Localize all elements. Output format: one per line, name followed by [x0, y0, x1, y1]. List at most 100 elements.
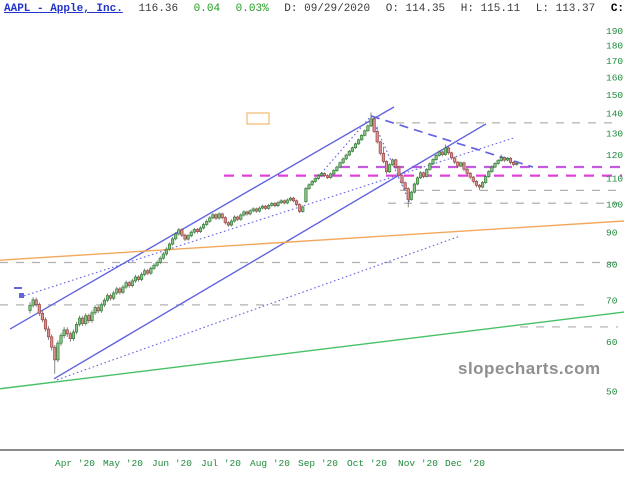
candle-down[interactable] — [50, 336, 54, 348]
candle-down[interactable] — [384, 161, 389, 173]
candle-down[interactable] — [471, 176, 475, 182]
candle-up[interactable] — [189, 231, 193, 237]
candle-up[interactable] — [208, 217, 212, 222]
candle-up[interactable] — [388, 164, 392, 173]
candle-down[interactable] — [180, 229, 184, 236]
candle-up[interactable] — [288, 197, 292, 201]
candle-up[interactable] — [211, 214, 215, 219]
candle-down[interactable] — [146, 270, 150, 274]
candle-up[interactable] — [167, 243, 172, 250]
trendline-channel-lower[interactable] — [53, 123, 487, 380]
candle-up[interactable] — [363, 130, 367, 136]
candle-up[interactable] — [313, 178, 317, 182]
candle-up[interactable] — [329, 173, 333, 178]
candle-up[interactable] — [428, 163, 432, 170]
candle-up[interactable] — [174, 233, 178, 240]
candle-up[interactable] — [112, 292, 116, 299]
candle-up[interactable] — [437, 151, 441, 156]
candle-up[interactable] — [242, 211, 246, 216]
candle-up[interactable] — [121, 286, 125, 293]
candle-down[interactable] — [397, 166, 401, 176]
candle-up[interactable] — [205, 220, 209, 225]
candle-up[interactable] — [431, 159, 435, 165]
candle-up[interactable] — [192, 229, 196, 233]
candle-up[interactable] — [149, 267, 153, 274]
candle-down[interactable] — [378, 141, 382, 154]
candle-up[interactable] — [335, 166, 339, 171]
candle-up[interactable] — [391, 159, 395, 166]
candle-down[interactable] — [109, 295, 113, 299]
candle-down[interactable] — [40, 312, 44, 321]
candle-up[interactable] — [493, 163, 497, 168]
candle-up[interactable] — [90, 312, 94, 321]
candle-up[interactable] — [338, 162, 342, 168]
candle-up[interactable] — [267, 205, 271, 209]
candle-up[interactable] — [217, 213, 221, 219]
candle-up[interactable] — [105, 295, 110, 301]
candle-down[interactable] — [254, 208, 258, 212]
candle-up[interactable] — [409, 191, 413, 200]
handle-square[interactable] — [19, 293, 24, 298]
candle-down[interactable] — [236, 216, 240, 220]
candle-up[interactable] — [360, 134, 364, 141]
candle-down[interactable] — [127, 282, 131, 286]
candle-down[interactable] — [422, 172, 426, 177]
candle-down[interactable] — [477, 184, 482, 188]
candle-down[interactable] — [226, 222, 230, 226]
candle-up[interactable] — [316, 175, 320, 179]
candle-up[interactable] — [310, 181, 314, 186]
candle-up[interactable] — [332, 170, 336, 175]
candle-down[interactable] — [37, 304, 41, 314]
candle-up[interactable] — [239, 214, 243, 220]
candle-up[interactable] — [496, 160, 500, 164]
candle-down[interactable] — [502, 157, 506, 161]
candle-up[interactable] — [307, 184, 311, 189]
candle-up[interactable] — [366, 125, 370, 132]
candle-down[interactable] — [223, 217, 227, 224]
candle-up[interactable] — [415, 177, 420, 185]
candle-up[interactable] — [115, 288, 119, 294]
candle-up[interactable] — [350, 147, 354, 152]
candle-down[interactable] — [96, 307, 100, 312]
trendline-long-dotted-trend[interactable] — [19, 137, 515, 298]
candle-up[interactable] — [248, 210, 252, 215]
candle-down[interactable] — [453, 157, 457, 163]
candle-down[interactable] — [406, 188, 410, 200]
candle-down[interactable] — [245, 211, 249, 215]
candle-down[interactable] — [394, 159, 398, 168]
candle-down[interactable] — [298, 204, 302, 212]
candle-down[interactable] — [322, 173, 327, 176]
candle-down[interactable] — [264, 205, 268, 209]
candle-down[interactable] — [214, 214, 218, 219]
candle-up[interactable] — [186, 235, 190, 240]
candle-down[interactable] — [462, 162, 466, 170]
candle-down[interactable] — [47, 328, 51, 338]
candle-down[interactable] — [183, 234, 187, 240]
candle-up[interactable] — [140, 274, 144, 280]
candle-up[interactable] — [202, 224, 206, 229]
candle-down[interactable] — [220, 213, 224, 218]
candle-down[interactable] — [282, 200, 286, 204]
candle-down[interactable] — [440, 151, 444, 155]
candle-up[interactable] — [505, 157, 509, 161]
candle-down[interactable] — [508, 157, 513, 163]
candle-up[interactable] — [158, 257, 162, 263]
candle-up[interactable] — [143, 270, 147, 275]
candle-down[interactable] — [512, 162, 516, 165]
candle-up[interactable] — [56, 342, 60, 361]
candle-up[interactable] — [285, 199, 289, 204]
candle-up[interactable] — [357, 139, 361, 145]
candle-up[interactable] — [161, 253, 165, 259]
candle-up[interactable] — [171, 238, 175, 245]
candle-up[interactable] — [78, 317, 82, 325]
candle-up[interactable] — [28, 304, 32, 311]
candle-down[interactable] — [295, 200, 299, 205]
candle-up[interactable] — [276, 202, 280, 207]
candle-up[interactable] — [487, 171, 491, 177]
candle-up[interactable] — [251, 208, 255, 212]
candle-down[interactable] — [468, 172, 472, 178]
candle-up[interactable] — [164, 248, 168, 255]
candle-down[interactable] — [81, 317, 85, 324]
candle-up[interactable] — [369, 118, 373, 127]
